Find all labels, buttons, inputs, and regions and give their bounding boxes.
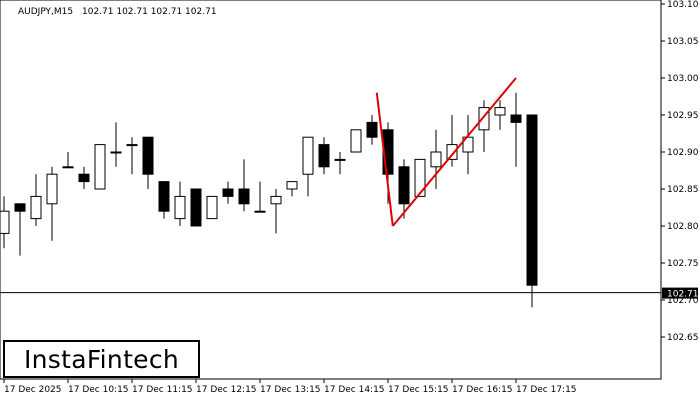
y-tick-label: 102.65 xyxy=(667,333,699,343)
candle-body xyxy=(494,107,506,116)
candle-body xyxy=(478,107,490,131)
candle-body xyxy=(222,188,234,197)
pattern-line xyxy=(392,77,517,227)
candle-body xyxy=(526,114,538,286)
y-tick-label: 102.70 xyxy=(667,296,699,306)
candle-body xyxy=(78,173,90,183)
ohlc-values: 102.71 102.71 102.71 102.71 xyxy=(82,7,217,17)
x-tick-label: 17 Dec 13:15 xyxy=(260,385,321,395)
x-tick-label: 17 Dec 12:15 xyxy=(196,385,257,395)
candle-body xyxy=(110,151,122,154)
candle-body xyxy=(510,114,522,123)
pattern-line xyxy=(375,92,394,227)
x-tick-label: 17 Dec 14:15 xyxy=(324,385,385,395)
x-tick-label: 17 Dec 2025 xyxy=(4,385,62,395)
y-axis: 103.10 103.05 103.00 102.95 102.90 102.85 102.… xyxy=(661,0,699,343)
y-tick-label: 102.85 xyxy=(667,185,699,195)
candle-body xyxy=(14,203,26,212)
candle-body xyxy=(414,158,426,197)
y-tick-label: 102.80 xyxy=(667,222,699,232)
candle-body xyxy=(206,195,218,220)
y-tick-label: 103.05 xyxy=(667,37,699,47)
candle-body xyxy=(126,144,138,147)
candle-body xyxy=(62,166,74,169)
candle-body xyxy=(366,121,378,138)
candle-body xyxy=(302,136,314,175)
brand-name: InstaFintech xyxy=(23,344,180,374)
y-tick-label: 103.00 xyxy=(667,74,699,84)
symbol-label: AUDJPY,M15 xyxy=(18,7,73,17)
candles-layer xyxy=(0,92,538,308)
candle-body xyxy=(158,181,170,212)
candle-body xyxy=(350,129,362,153)
pattern-layer xyxy=(375,77,517,227)
plot-frame xyxy=(0,0,662,380)
brand-logo: InstaFintech xyxy=(3,340,200,378)
x-tick-label: 17 Dec 16:15 xyxy=(452,385,513,395)
x-tick-label: 17 Dec 15:15 xyxy=(388,385,449,395)
candle-body xyxy=(0,210,10,234)
candle-body xyxy=(334,158,346,161)
candle-body xyxy=(190,188,202,227)
candle-body xyxy=(318,144,330,168)
y-tick-label: 102.95 xyxy=(667,111,699,121)
candle-body xyxy=(46,173,58,205)
candle-body xyxy=(238,188,250,205)
candle-body xyxy=(430,151,442,168)
current-price-tag-label: 102.71 xyxy=(667,290,699,300)
candle-body xyxy=(94,144,106,190)
candle-body xyxy=(30,195,42,220)
x-axis: 17 Dec 2025 17 Dec 10:15 17 Dec 11:15 17 De… xyxy=(3,379,577,395)
y-tick-label: 103.10 xyxy=(667,0,699,10)
x-tick-label: 17 Dec 10:15 xyxy=(68,385,129,395)
y-tick-label: 102.75 xyxy=(667,259,699,269)
candle-body xyxy=(270,195,282,205)
candle-body xyxy=(142,136,154,175)
candle-body xyxy=(174,195,186,220)
current-price-tag: 102.71 xyxy=(662,287,699,300)
x-tick-label: 17 Dec 11:15 xyxy=(132,385,193,395)
candle-body xyxy=(286,181,298,190)
candle-body xyxy=(398,166,410,205)
candle-body xyxy=(254,210,266,213)
x-tick-label: 17 Dec 17:15 xyxy=(516,385,577,395)
current-price-tag-bg xyxy=(662,287,698,299)
candle-body xyxy=(446,144,458,160)
y-tick-label: 102.90 xyxy=(667,148,699,158)
